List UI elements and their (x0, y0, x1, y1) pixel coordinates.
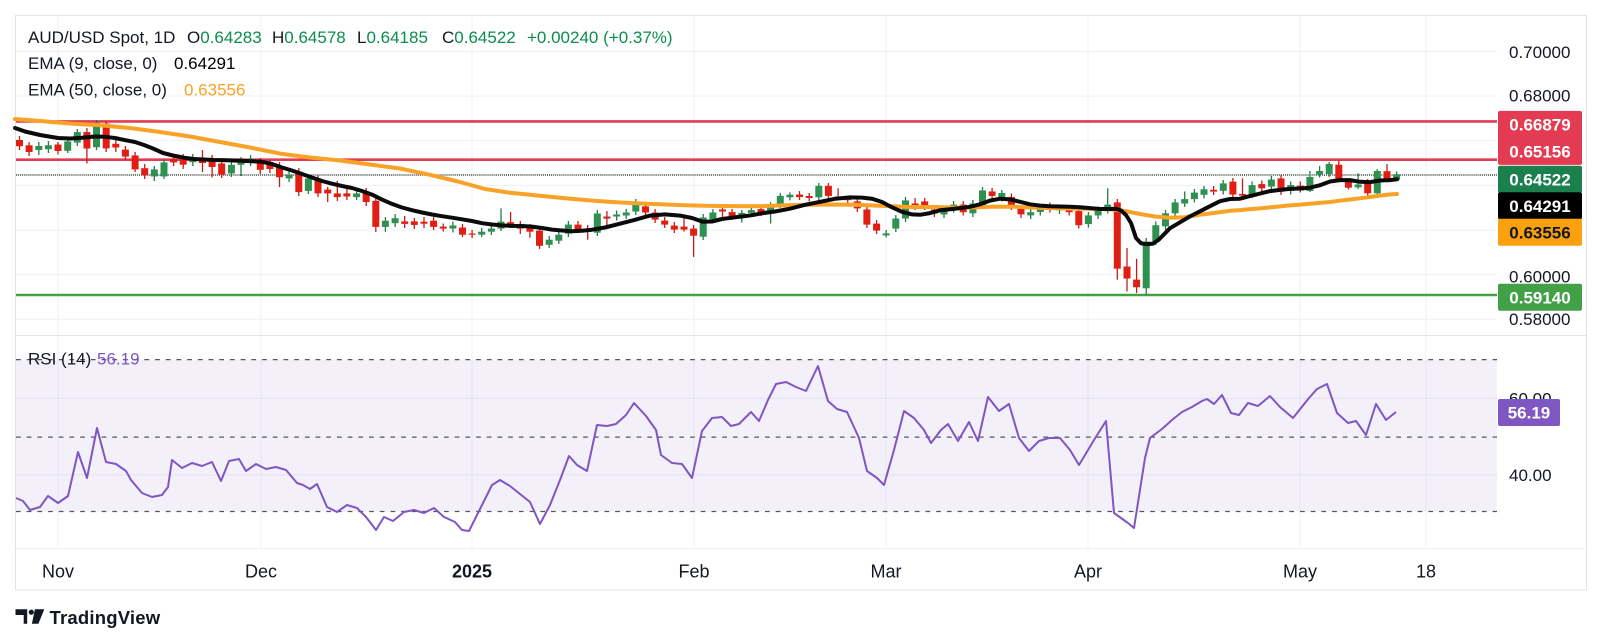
svg-text:EMA (50, close, 0)0.63556: EMA (50, close, 0) 0.63556 (28, 80, 245, 99)
svg-text:56.19: 56.19 (1508, 404, 1551, 423)
svg-text:0.59140: 0.59140 (1509, 288, 1570, 307)
svg-text:Feb: Feb (678, 561, 709, 581)
svg-text:0.64291: 0.64291 (1509, 197, 1570, 216)
svg-text:May: May (1283, 561, 1317, 581)
svg-text:2025: 2025 (452, 561, 492, 581)
svg-text:0.68000: 0.68000 (1509, 87, 1570, 106)
svg-text:Apr: Apr (1074, 561, 1102, 581)
svg-text:0.63556: 0.63556 (1509, 223, 1570, 242)
svg-text:0.66879: 0.66879 (1509, 116, 1570, 135)
svg-text:0.64522: 0.64522 (1509, 170, 1570, 189)
svg-text:Mar: Mar (871, 561, 902, 581)
svg-text:0.58000: 0.58000 (1509, 310, 1570, 329)
svg-text:18: 18 (1416, 561, 1436, 581)
svg-text:0.60000: 0.60000 (1509, 268, 1570, 287)
svg-text:Dec: Dec (245, 561, 277, 581)
svg-text:RSI (14)56.19: RSI (14) 56.19 (28, 350, 140, 369)
svg-text:0.65156: 0.65156 (1509, 143, 1570, 162)
svg-text:0.70000: 0.70000 (1509, 43, 1570, 62)
svg-text:TradingView: TradingView (50, 607, 161, 628)
svg-text:Nov: Nov (42, 561, 74, 581)
svg-text:40.00: 40.00 (1509, 466, 1552, 485)
svg-text:EMA (9, close, 0)0.64291: EMA (9, close, 0) 0.64291 (28, 54, 235, 73)
